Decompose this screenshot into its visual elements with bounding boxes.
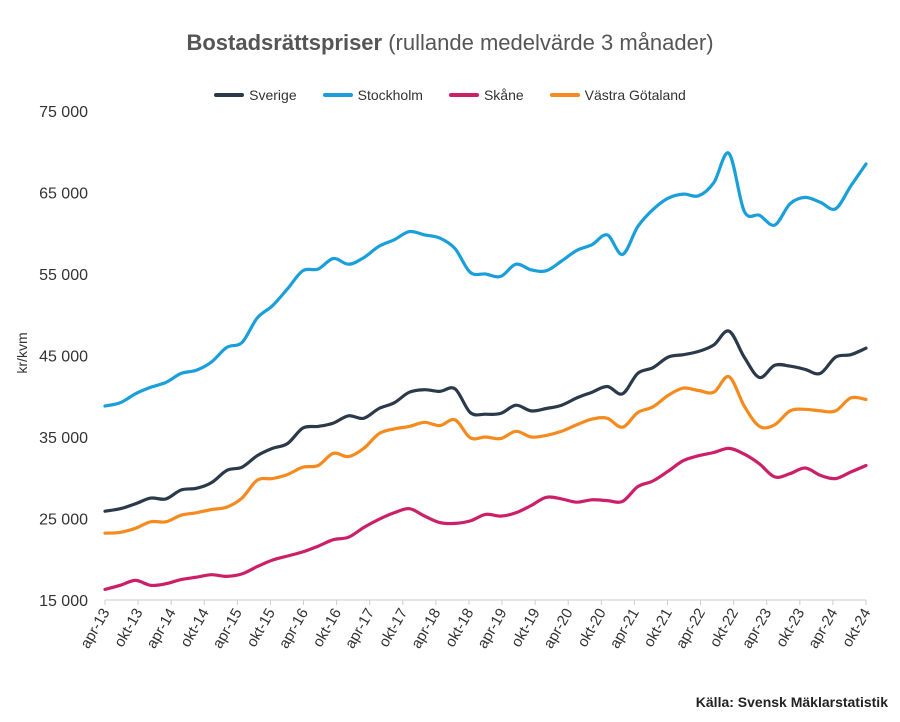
chart-subtitle: (rullande medelvärde 3 månader) <box>388 30 714 55</box>
legend-item-stockholm: Stockholm <box>322 87 423 103</box>
y-tick-label: 75 000 <box>39 104 88 121</box>
x-tick-label: apr-20 <box>540 606 576 652</box>
x-tick-label: okt-22 <box>707 606 743 651</box>
x-tick-label: apr-19 <box>474 606 510 652</box>
x-tick-label: apr-18 <box>408 606 444 652</box>
legend-swatch-skane <box>448 93 479 97</box>
legend-item-vastra-gotaland: Västra Götaland <box>549 87 686 103</box>
legend-item-skane: Skåne <box>448 87 524 103</box>
series-line-v-stra-g-taland <box>103 375 868 535</box>
chart-title-main: Bostadsrättspriser <box>186 30 383 55</box>
x-tick-label: apr-15 <box>209 606 245 652</box>
series-line-stockholm <box>103 151 868 408</box>
y-tick-label: 35 000 <box>39 430 88 447</box>
x-tick-label: apr-13 <box>77 606 113 652</box>
y-tick-label: 45 000 <box>39 349 88 366</box>
legend-label-vastra-gotaland: Västra Götaland <box>584 87 686 103</box>
x-tick-label: okt-19 <box>508 606 544 651</box>
y-tick-label: 55 000 <box>39 267 88 284</box>
x-tick-label: okt-20 <box>574 606 610 651</box>
x-tick-label: apr-24 <box>805 606 841 652</box>
chart-title: Bostadsrättspriser (rullande medelvärde … <box>0 30 900 56</box>
series-line-sverige <box>103 329 868 513</box>
x-tick-label: apr-17 <box>342 606 378 652</box>
x-tick-label: apr-23 <box>739 606 775 652</box>
y-tick-label: 65 000 <box>39 186 88 203</box>
legend: Sverige Stockholm Skåne Västra Götaland <box>0 87 900 103</box>
series-line-sk-ne <box>103 446 868 591</box>
legend-swatch-vastra-gotaland <box>549 93 580 97</box>
x-tick-label: okt-21 <box>640 606 676 651</box>
x-tick-label: apr-16 <box>276 606 312 652</box>
x-tick-label: apr-21 <box>606 606 642 652</box>
x-tick-label: okt-24 <box>839 606 875 651</box>
axes: 15 000 25 000 35 000 45 000 55 000 65 000 75 0… <box>39 104 874 652</box>
source-note: Källa: Svensk Mäklarstatistik <box>695 694 888 710</box>
x-tick-label: okt-14 <box>177 606 213 651</box>
x-tick-label: apr-22 <box>673 606 709 652</box>
legend-swatch-sverige <box>214 93 245 97</box>
x-tick-label: okt-16 <box>309 606 345 651</box>
x-tick-label: okt-17 <box>376 606 412 651</box>
y-tick-label: 15 000 <box>39 593 88 610</box>
legend-item-sverige: Sverige <box>214 87 297 103</box>
y-tick-label: 25 000 <box>39 512 88 529</box>
legend-label-sverige: Sverige <box>249 87 297 103</box>
x-tick-label: okt-15 <box>243 606 279 651</box>
x-tick-label: okt-18 <box>442 606 478 651</box>
legend-label-stockholm: Stockholm <box>357 87 423 103</box>
series-lines <box>103 151 868 591</box>
legend-label-skane: Skåne <box>483 87 524 103</box>
x-tick-label: okt-13 <box>111 606 147 651</box>
legend-swatch-stockholm <box>322 93 353 97</box>
x-tick-label: apr-14 <box>143 606 179 652</box>
x-tick-label: okt-23 <box>773 606 809 651</box>
